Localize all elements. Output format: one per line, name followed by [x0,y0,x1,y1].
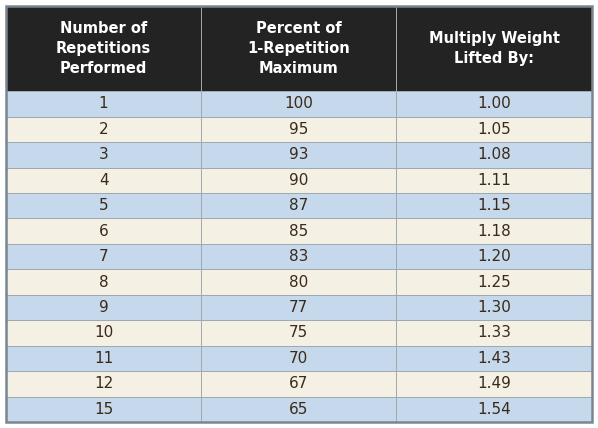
Bar [201,193,396,218]
Bar [6,142,201,168]
Bar [396,168,592,193]
Text: Number of
Repetitions
Performed: Number of Repetitions Performed [56,21,151,76]
Bar [6,244,201,269]
Bar [201,320,396,346]
Bar [201,371,396,397]
Text: 9: 9 [99,300,108,315]
Text: 11: 11 [94,351,113,366]
Bar [6,91,201,117]
Bar [396,6,592,91]
Text: 95: 95 [289,122,309,137]
Text: 6: 6 [99,224,108,239]
Text: 1.05: 1.05 [477,122,511,137]
Bar [396,91,592,117]
Text: 1.43: 1.43 [477,351,511,366]
Text: 12: 12 [94,376,113,391]
Text: 10: 10 [94,325,113,340]
Text: 5: 5 [99,198,108,213]
Bar [396,269,592,295]
Bar [201,218,396,244]
Bar [201,91,396,117]
Bar [6,295,201,320]
Bar [201,295,396,320]
Text: 1.08: 1.08 [477,147,511,162]
Bar [201,6,396,91]
Text: 70: 70 [289,351,309,366]
Text: 1.00: 1.00 [477,96,511,112]
Bar [396,346,592,371]
Text: Percent of
1-Repetition
Maximum: Percent of 1-Repetition Maximum [248,21,350,76]
Text: 83: 83 [289,249,309,264]
Bar [201,117,396,142]
Bar [201,346,396,371]
Text: 1.33: 1.33 [477,325,511,340]
Bar [6,6,201,91]
Text: 87: 87 [289,198,309,213]
Text: 7: 7 [99,249,108,264]
Bar [6,168,201,193]
Bar [6,117,201,142]
Bar [396,397,592,422]
Text: 65: 65 [289,402,309,417]
Text: 80: 80 [289,275,309,290]
Bar [396,295,592,320]
Bar [201,244,396,269]
Bar [6,346,201,371]
Bar [396,142,592,168]
Text: 1.20: 1.20 [477,249,511,264]
Text: 1: 1 [99,96,108,112]
Text: 1.15: 1.15 [477,198,511,213]
Text: 1.18: 1.18 [477,224,511,239]
Text: 90: 90 [289,173,309,188]
Bar [396,371,592,397]
Text: 1.54: 1.54 [477,402,511,417]
Bar [201,269,396,295]
Text: Multiply Weight
Lifted By:: Multiply Weight Lifted By: [429,31,560,66]
Text: 2: 2 [99,122,108,137]
Text: 75: 75 [289,325,309,340]
Bar [6,269,201,295]
Bar [396,320,592,346]
Text: 67: 67 [289,376,309,391]
Bar [6,193,201,218]
Text: 93: 93 [289,147,309,162]
Bar [201,168,396,193]
Bar [6,218,201,244]
Text: 1.25: 1.25 [477,275,511,290]
Bar [201,397,396,422]
Text: 1.49: 1.49 [477,376,511,391]
Bar [6,397,201,422]
Text: 4: 4 [99,173,108,188]
Text: 3: 3 [99,147,108,162]
Bar [201,142,396,168]
Bar [396,117,592,142]
Text: 100: 100 [284,96,313,112]
Text: 85: 85 [289,224,309,239]
Text: 15: 15 [94,402,113,417]
Bar [396,193,592,218]
Text: 1.11: 1.11 [477,173,511,188]
Text: 8: 8 [99,275,108,290]
Bar [396,218,592,244]
Text: 77: 77 [289,300,309,315]
Bar [396,244,592,269]
Bar [6,371,201,397]
Text: 1.30: 1.30 [477,300,511,315]
Bar [6,320,201,346]
